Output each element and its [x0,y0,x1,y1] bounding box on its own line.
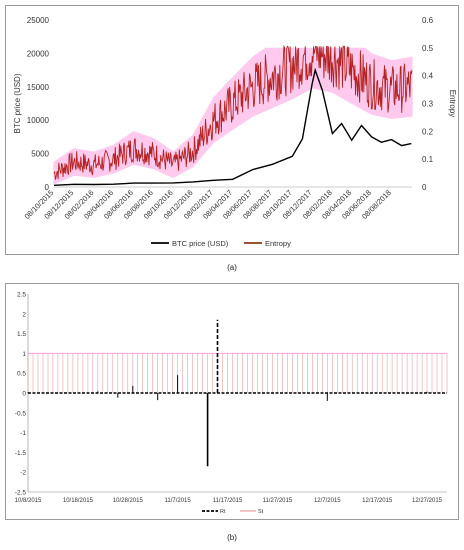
left-axis-tick-label: 15000 [27,83,50,92]
right-axis-tick-label: 0 [422,183,427,192]
left-axis-tick-label: 20000 [27,49,50,58]
legend-label-rt: Rt [220,509,226,515]
y-tick-label: -1 [20,430,26,437]
left-axis-tick-label: 10000 [27,116,50,125]
x-tick-label: 11/17/2015 [213,498,243,504]
panel-b-caption: (b) [227,533,237,542]
y-tick-label: 2 [22,311,26,318]
btc-price-line [53,67,412,186]
y-tick-label: 1.5 [17,331,26,338]
right-axis-tick-label: 0.6 [422,16,434,25]
chart-panel-b: -2.5 -2 -1.5 -1 -0.5 0 0.5 1 1.5 2 2.5 10/8/2015 10/… [5,283,459,520]
legend-label-btc: BTC price (USD) [172,239,229,248]
x-tick-label: 11/27/2015 [263,498,293,504]
left-axis-tick-label: 25000 [27,16,50,25]
x-tick-label: 10/8/2015 [15,498,42,504]
x-tick-label: 12/17/2015 [362,498,393,504]
right-axis-tick-label: 0.4 [422,72,434,81]
x-tick-label: 10/28/2015 [113,498,144,504]
y-tick-label: -2.5 [15,490,27,497]
x-tick-label: 12/27/2015 [412,498,443,504]
st-lines [27,353,448,393]
left-axis-tick-label: 5000 [31,150,49,159]
entropy-line [53,44,413,180]
x-tick-label: 11/7/2015 [164,498,191,504]
right-axis-tick-label: 0.5 [422,44,434,53]
legend-label-st: St [258,509,264,515]
right-axis-tick-label: 0.3 [422,100,434,109]
btc-entropy-chart: 0 5000 10000 15000 20000 25000 0 0.1 0.2 0.3 0.4 0.… [13,16,457,248]
y-tick-label: 0 [22,391,26,398]
y-tick-label: 0.5 [17,371,26,378]
y-tick-label: -2 [20,470,26,477]
x-tick-label: 12/7/2015 [314,498,341,504]
panel-a-caption: (a) [227,263,237,272]
right-axis-title: Entropy [448,90,457,118]
left-axis-title: BTC price (USD) [13,73,22,133]
x-tick-label: 10/18/2015 [63,498,94,504]
y-tick-label: -1.5 [15,450,27,457]
right-axis-tick-label: 0.1 [422,155,434,164]
right-axis-tick-label: 0.2 [422,127,434,136]
left-axis-tick-label: 0 [45,183,50,192]
legend-label-entropy: Entropy [265,239,291,248]
y-tick-label: -0.5 [15,410,27,417]
y-tick-label: 1 [22,351,26,358]
y-tick-label: 2.5 [17,292,26,299]
chart-panel-a: 0 5000 10000 15000 20000 25000 0 0.1 0.2 0.3 0.4 0.… [5,5,459,255]
rt-st-chart: -2.5 -2 -1.5 -1 -0.5 0 0.5 1 1.5 2 2.5 10/8/2015 10/… [15,292,448,515]
